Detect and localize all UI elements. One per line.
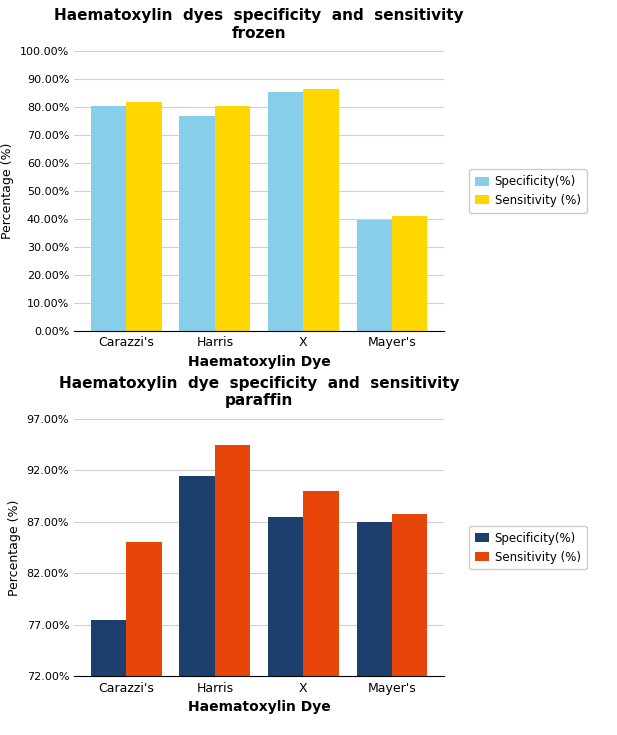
Bar — [268, 517, 304, 735]
Bar — [126, 101, 162, 331]
X-axis label: Haematoxylin Dye: Haematoxylin Dye — [188, 700, 331, 714]
Bar — [268, 92, 304, 331]
Bar — [91, 106, 126, 331]
Title: Haematoxylin  dye  specificity  and  sensitivity
paraffin: Haematoxylin dye specificity and sensiti… — [59, 376, 460, 408]
Bar — [180, 115, 215, 331]
Title: Haematoxylin  dyes  specificity  and  sensitivity
frozen: Haematoxylin dyes specificity and sensit… — [54, 8, 464, 40]
Bar — [180, 476, 215, 735]
Y-axis label: Percentage (%): Percentage (%) — [1, 143, 14, 240]
Y-axis label: Percentage (%): Percentage (%) — [8, 499, 21, 596]
Bar — [392, 514, 428, 735]
Legend: Specificity(%), Sensitivity (%): Specificity(%), Sensitivity (%) — [469, 526, 587, 570]
Bar — [215, 106, 251, 331]
Bar — [215, 445, 251, 735]
Legend: Specificity(%), Sensitivity (%): Specificity(%), Sensitivity (%) — [469, 169, 587, 213]
Bar — [91, 620, 126, 735]
Bar — [357, 220, 392, 331]
Bar — [304, 491, 339, 735]
Bar — [357, 522, 392, 735]
Bar — [392, 216, 428, 331]
Bar — [304, 89, 339, 331]
Bar — [126, 542, 162, 735]
X-axis label: Haematoxylin Dye: Haematoxylin Dye — [188, 355, 331, 369]
